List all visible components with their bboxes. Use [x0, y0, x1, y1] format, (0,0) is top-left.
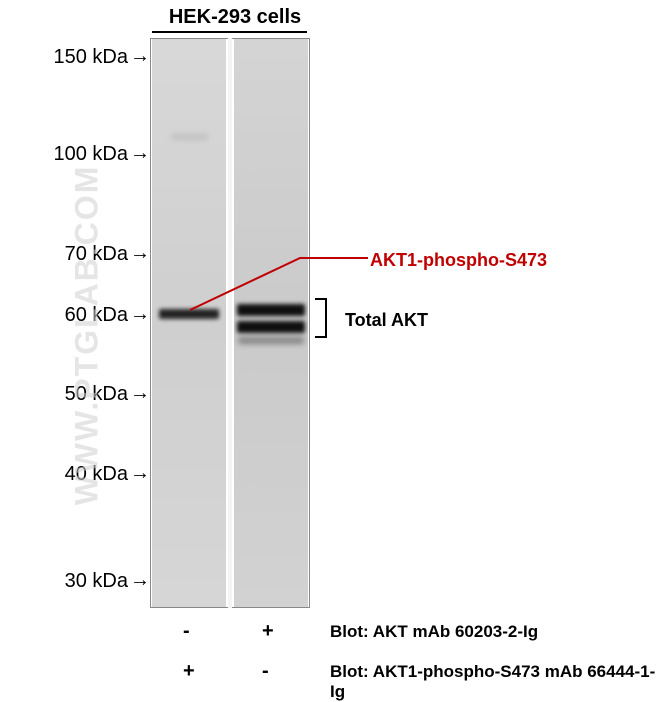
- figure-container: HEK-293 cells WWW.PTGLAB.COM 150 kDa→100…: [0, 0, 660, 700]
- sign-row1-lane2: -: [262, 660, 269, 683]
- sign-row1-lane1: +: [183, 660, 195, 683]
- bottom-label-row0: Blot: AKT mAb 60203-2-Ig: [330, 622, 538, 642]
- sign-row0-lane2: +: [262, 620, 274, 643]
- annotation-total: Total AKT: [345, 310, 428, 331]
- sign-row0-lane1: -: [183, 620, 190, 643]
- bracket-total: [315, 298, 327, 338]
- leader-phospho: [0, 0, 660, 700]
- bottom-label-row1: Blot: AKT1-phospho-S473 mAb 66444-1-Ig: [330, 662, 660, 702]
